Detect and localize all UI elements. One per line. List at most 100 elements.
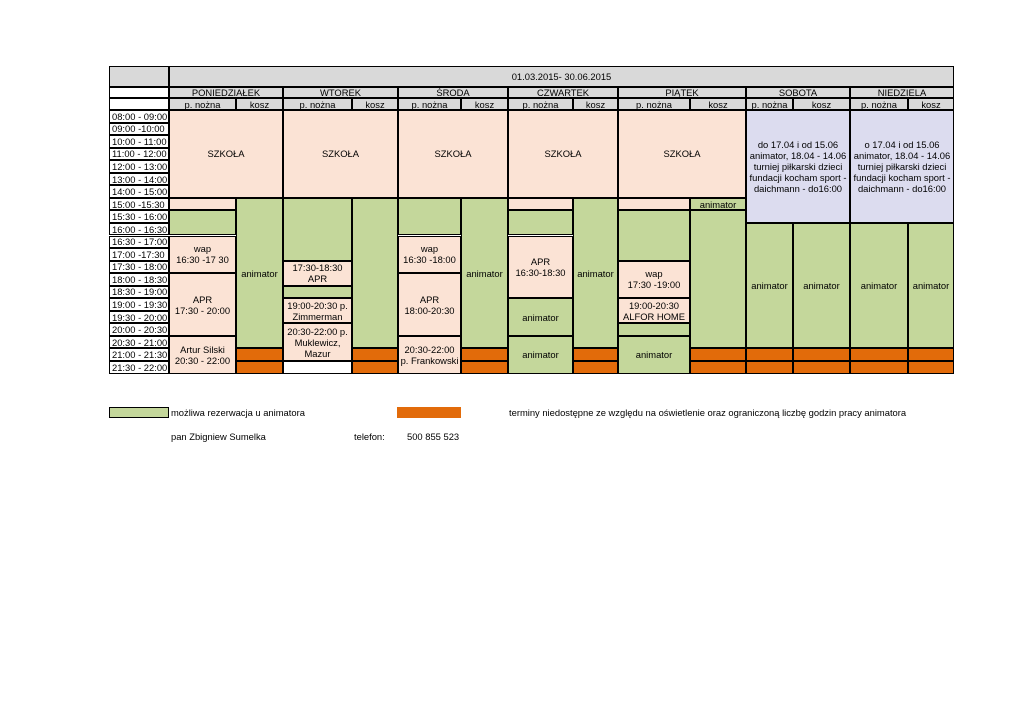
- available-slot[interactable]: [398, 197, 461, 236]
- time-slot: 13:00 - 14:00: [109, 172, 169, 186]
- time-slot: 21:00 - 21:30: [109, 348, 169, 361]
- school-block: SZKOŁA: [398, 110, 508, 198]
- legend-orange-label: terminy niedostępne ze względu na oświet…: [509, 407, 907, 418]
- available-slot[interactable]: [618, 323, 690, 336]
- animator-slot[interactable]: animator: [508, 298, 573, 336]
- available-slot[interactable]: [618, 210, 690, 261]
- booking-artur-silski: Artur Silski 20:30 - 22:00: [169, 335, 236, 374]
- animator-slot[interactable]: animator: [793, 222, 850, 349]
- sub-header-kosz: kosz: [908, 98, 954, 110]
- unavailable-slot: [236, 361, 283, 374]
- sub-header-pnozna: p. nożna: [850, 98, 908, 110]
- unavailable-slot: [908, 348, 954, 361]
- day-header: ŚRODA: [398, 87, 508, 98]
- available-slot[interactable]: [508, 210, 573, 236]
- saturday-note: do 17.04 i od 15.06 animator, 18.04 - 14…: [746, 110, 850, 223]
- time-slot: 19:30 - 20:00: [109, 310, 169, 324]
- animator-slot[interactable]: animator: [690, 197, 746, 211]
- sub-header-pnozna: p. nożna: [283, 98, 352, 110]
- unavailable-slot: [573, 348, 618, 361]
- time-slot: 10:00 - 11:00: [109, 135, 169, 148]
- empty-slot: [283, 361, 352, 374]
- animator-slot[interactable]: animator: [908, 222, 954, 349]
- animator-slot[interactable]: animator: [508, 335, 573, 374]
- unavailable-slot: [236, 348, 283, 361]
- phone-label: telefon:: [354, 431, 385, 442]
- booking-zimmerman: 19:00-20:30 p. Zimmerman: [283, 298, 352, 324]
- time-slot: 19:00 - 19:30: [109, 298, 169, 311]
- day-header: PONIEDZIAŁEK: [169, 87, 283, 98]
- sub-header-kosz: kosz: [352, 98, 398, 110]
- animator-slot[interactable]: animator: [746, 222, 793, 349]
- empty-slot: [508, 197, 573, 211]
- corner-cell-2: [109, 87, 169, 98]
- time-slot: 20:00 - 20:30: [109, 323, 169, 336]
- school-block: SZKOŁA: [618, 110, 746, 198]
- booking-wap: wap 17:30 -19:00: [618, 260, 690, 299]
- available-slot[interactable]: [283, 197, 352, 261]
- available-slot[interactable]: [169, 210, 236, 236]
- empty-slot: [169, 197, 236, 211]
- booking-apr: APR 17:30 - 20:00: [169, 273, 236, 336]
- unavailable-slot: [908, 361, 954, 374]
- day-header: NIEDZIELA: [850, 87, 954, 98]
- time-slot: 15:00 -15:30: [109, 197, 169, 211]
- unavailable-slot: [690, 361, 746, 374]
- booking-alfor-home: 19:00-20:30 ALFOR HOME: [618, 298, 690, 324]
- time-slot: 17:00 -17:30: [109, 248, 169, 261]
- time-slot: 12:00 - 13:00: [109, 160, 169, 173]
- unavailable-slot: [850, 361, 908, 374]
- booking-frankowski: 20:30-22:00 p. Frankowski: [398, 335, 461, 374]
- time-slot: 16:30 - 17:00: [109, 235, 169, 249]
- sub-header-kosz: kosz: [461, 98, 508, 110]
- unavailable-slot: [352, 361, 398, 374]
- time-slot: 17:30 - 18:00: [109, 260, 169, 274]
- legend-green-swatch: [109, 407, 169, 418]
- animator-slot[interactable]: animator: [236, 197, 283, 349]
- sub-header-kosz: kosz: [690, 98, 746, 110]
- school-block: SZKOŁA: [283, 110, 398, 198]
- unavailable-slot: [352, 348, 398, 361]
- time-slot: 15:30 - 16:00: [109, 210, 169, 223]
- sub-header-pnozna: p. nożna: [398, 98, 461, 110]
- sub-header-pnozna: p. nożna: [508, 98, 573, 110]
- booking-muklewicz: 20:30-22:00 p. Muklewicz, Mazur: [283, 323, 352, 361]
- animator-slot[interactable]: animator: [850, 222, 908, 349]
- time-slot: 20:30 - 21:00: [109, 335, 169, 349]
- unavailable-slot: [690, 348, 746, 361]
- day-header: WTOREK: [283, 87, 398, 98]
- animator-slot[interactable]: animator: [618, 335, 690, 374]
- time-slot: 14:00 - 15:00: [109, 185, 169, 198]
- available-slot[interactable]: [283, 285, 352, 299]
- animator-slot[interactable]: animator: [461, 197, 508, 349]
- time-slot: 16:00 - 16:30: [109, 222, 169, 236]
- animator-slot[interactable]: animator: [573, 197, 618, 349]
- legend-green-label: możliwa rezerwacja u animatora: [171, 407, 305, 418]
- booking-apr: 17:30-18:30 APR: [283, 260, 352, 286]
- unavailable-slot: [461, 361, 508, 374]
- booking-apr: APR 18:00-20:30: [398, 273, 461, 336]
- sunday-note: o 17.04 i od 15.06 animator, 18.04 - 14.…: [850, 110, 954, 223]
- booking-wap: wap 16:30 -17 30: [169, 235, 236, 274]
- available-slot[interactable]: [690, 210, 746, 349]
- sub-header-kosz: kosz: [793, 98, 850, 110]
- sub-header-pnozna: p. nożna: [169, 98, 236, 110]
- sub-header-kosz: kosz: [573, 98, 618, 110]
- sub-header-kosz: kosz: [236, 98, 283, 110]
- day-header: CZWARTEK: [508, 87, 618, 98]
- school-block: SZKOŁA: [169, 110, 283, 198]
- time-slot: 21:30 - 22:00: [109, 361, 169, 374]
- phone-number: 500 855 523: [407, 431, 460, 442]
- day-header: PIĄTEK: [618, 87, 746, 98]
- corner-cell-3: [109, 98, 169, 110]
- legend-orange-swatch: [397, 407, 461, 418]
- school-block: SZKOŁA: [508, 110, 618, 198]
- unavailable-slot: [461, 348, 508, 361]
- corner-cell: [109, 66, 169, 87]
- available-slot[interactable]: [352, 197, 398, 349]
- time-slot: 08:00 - 09:00: [109, 110, 169, 123]
- sub-header-pnozna: p. nożna: [746, 98, 793, 110]
- unavailable-slot: [746, 348, 793, 361]
- day-header: SOBOTA: [746, 87, 850, 98]
